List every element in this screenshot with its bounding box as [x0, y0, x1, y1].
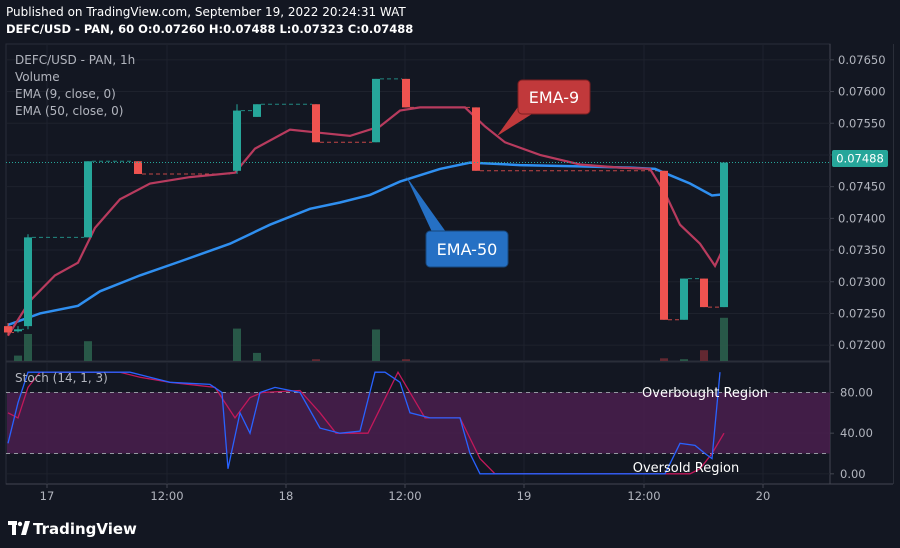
- candle-body: [233, 110, 241, 171]
- candle-body: [372, 78, 380, 143]
- volume-bar: [372, 329, 380, 361]
- volume-bar: [253, 352, 261, 361]
- time-tick-label: 12:00: [150, 489, 183, 503]
- last-price-tag: 0.07488: [832, 150, 888, 167]
- stoch-background-band: [7, 392, 830, 454]
- oversold-label: Oversold Region: [633, 461, 740, 476]
- legend-ema50[interactable]: EMA (50, close, 0): [15, 104, 124, 118]
- last-price-label: 0.07488: [836, 152, 884, 166]
- candle-body: [472, 107, 480, 171]
- volume-bar: [680, 359, 688, 361]
- candle-body: [680, 278, 688, 320]
- legend-symbol[interactable]: DEFC/USD - PAN, 1h: [15, 53, 136, 67]
- candle-body: [720, 162, 728, 308]
- candle-body: [24, 237, 32, 327]
- time-axis[interactable]: 17 12:00 18 12:00 19 12:00 20: [40, 484, 771, 503]
- stoch-tick-label: 0.00: [840, 467, 866, 481]
- volume-bar: [84, 341, 92, 361]
- candle-body: [402, 78, 410, 108]
- candle-body: [134, 161, 142, 174]
- candle-body: [700, 278, 708, 308]
- right-edge: [893, 44, 894, 484]
- tradingview-mark-icon: [8, 521, 30, 535]
- stoch-tick-label: 40.00: [840, 426, 873, 440]
- volume-bars: [14, 317, 728, 361]
- time-tick-label: 19: [517, 489, 532, 503]
- symbol-ohlc-line: DEFC/USD - PAN, 60 O:0.07260 H:0.07488 L…: [6, 22, 414, 36]
- main-grid: [6, 44, 830, 361]
- brand-name: TradingView: [33, 520, 137, 538]
- price-tick-label: 0.07400: [838, 211, 886, 225]
- price-tick-label: 0.07300: [838, 275, 886, 289]
- ema50-callout: [425, 230, 509, 268]
- stoch-k-line: [7, 371, 721, 475]
- candles: [4, 78, 728, 336]
- ema50-callout-arrow: [406, 176, 446, 232]
- legend-volume[interactable]: Volume: [15, 70, 60, 84]
- time-tick-label: 17: [40, 489, 55, 503]
- candle-body: [84, 161, 92, 238]
- price-tick-label: 0.07250: [838, 306, 886, 320]
- candle-body: [312, 104, 320, 143]
- volume-bar: [14, 355, 22, 361]
- volume-bar: [402, 359, 410, 361]
- price-axis[interactable]: 0.07200 0.07250 0.07300 0.07350 0.07400 0.074…: [830, 53, 886, 352]
- time-tick-label: 18: [279, 489, 294, 503]
- volume-bar: [312, 359, 320, 361]
- price-tick-label: 0.07350: [838, 243, 886, 257]
- price-tick-label: 0.07650: [838, 53, 886, 67]
- overbought-label: Overbought Region: [642, 386, 768, 401]
- price-tick-label: 0.07600: [838, 85, 886, 99]
- price-tick-label: 0.07450: [838, 180, 886, 194]
- ema50-callout-text: EMA-50: [437, 240, 498, 259]
- price-tick-label: 0.07200: [838, 338, 886, 352]
- ema9-line: [7, 106, 725, 337]
- legend-ema9[interactable]: EMA (9, close, 0): [15, 87, 116, 101]
- footer: [0, 512, 900, 548]
- tradingview-logo[interactable]: TradingView: [8, 520, 137, 538]
- ema9-callout: [517, 79, 591, 115]
- legend-stoch[interactable]: Stoch (14, 1, 3): [15, 371, 108, 385]
- volume-bar: [233, 328, 241, 361]
- volume-bar: [660, 358, 668, 361]
- candle-body: [14, 329, 22, 332]
- ema9-callout-text: EMA-9: [529, 88, 579, 107]
- volume-bar: [700, 350, 708, 361]
- time-tick-label: 20: [756, 489, 771, 503]
- volume-bar: [24, 334, 32, 361]
- candle-body: [253, 104, 261, 117]
- time-tick-label: 12:00: [388, 489, 421, 503]
- stoch-tick-label: 80.00: [840, 386, 873, 400]
- candle-body: [4, 326, 12, 333]
- candle-body: [660, 170, 668, 320]
- price-tick-label: 0.07550: [838, 116, 886, 130]
- published-line: Published on TradingView.com, September …: [6, 5, 406, 19]
- stoch-axis[interactable]: 0.00 40.00 80.00: [830, 386, 873, 481]
- volume-bar: [720, 317, 728, 361]
- time-tick-label: 12:00: [627, 489, 660, 503]
